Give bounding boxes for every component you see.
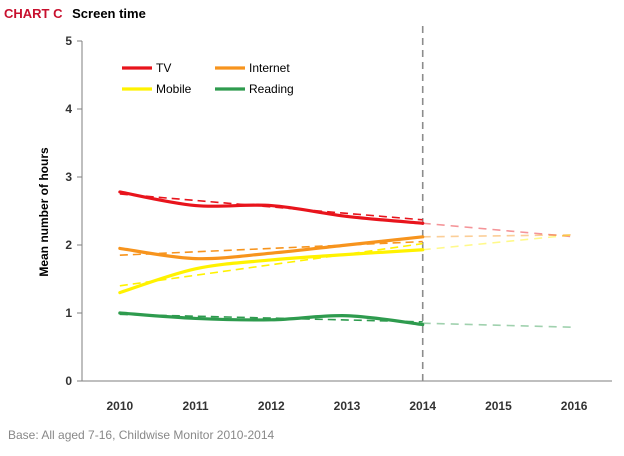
x-tick-label: 2016 — [561, 399, 588, 413]
internet-series-line — [118, 235, 425, 261]
series-lines — [118, 190, 575, 329]
y-tick-label: 5 — [65, 34, 72, 48]
legend-label-internet: Internet — [249, 61, 290, 75]
y-tick-label: 2 — [65, 238, 72, 252]
x-tick-label: 2010 — [107, 399, 134, 413]
y-tick-label: 3 — [65, 170, 72, 184]
reading-trend-line — [119, 313, 423, 323]
reading-series-line — [118, 311, 425, 327]
legend-label-reading: Reading — [249, 82, 294, 96]
x-tick-label: 2014 — [409, 399, 436, 413]
footnote: Base: All aged 7-16, Childwise Monitor 2… — [8, 428, 275, 442]
tv-trend-line — [119, 193, 423, 221]
x-tick-label: 2011 — [183, 399, 209, 413]
axes: 0 1 2 3 4 5 2010 2011 2012 2013 2014 2015 2016 — [65, 26, 612, 413]
y-tick-label: 1 — [65, 306, 72, 320]
chart-heading: CHART C Screen time — [4, 6, 146, 21]
y-tick-label: 4 — [65, 102, 72, 116]
screen-time-chart: 0 1 2 3 4 5 2010 2011 2012 2013 2014 2015 2016 TV Int… — [37, 26, 612, 413]
internet-forecast-line — [422, 234, 575, 238]
x-tick-label: 2015 — [485, 399, 512, 413]
y-tick-label: 0 — [65, 374, 72, 388]
tv-forecast-line — [422, 222, 575, 238]
reading-forecast-line — [422, 322, 575, 329]
chart-label: CHART C — [4, 6, 63, 21]
y-axis-title: Mean number of hours — [37, 147, 51, 277]
mobile-forecast-line — [422, 234, 575, 251]
legend: TV Internet Mobile Reading — [122, 61, 294, 96]
legend-label-mobile: Mobile — [156, 82, 192, 96]
legend-label-tv: TV — [156, 61, 171, 75]
mobile-series-line — [118, 248, 425, 295]
tv-series-line — [118, 190, 425, 225]
chart-title: Screen time — [72, 6, 146, 21]
x-tick-label: 2012 — [258, 399, 285, 413]
x-tick-label: 2013 — [334, 399, 361, 413]
mobile-trend-line — [119, 242, 423, 287]
